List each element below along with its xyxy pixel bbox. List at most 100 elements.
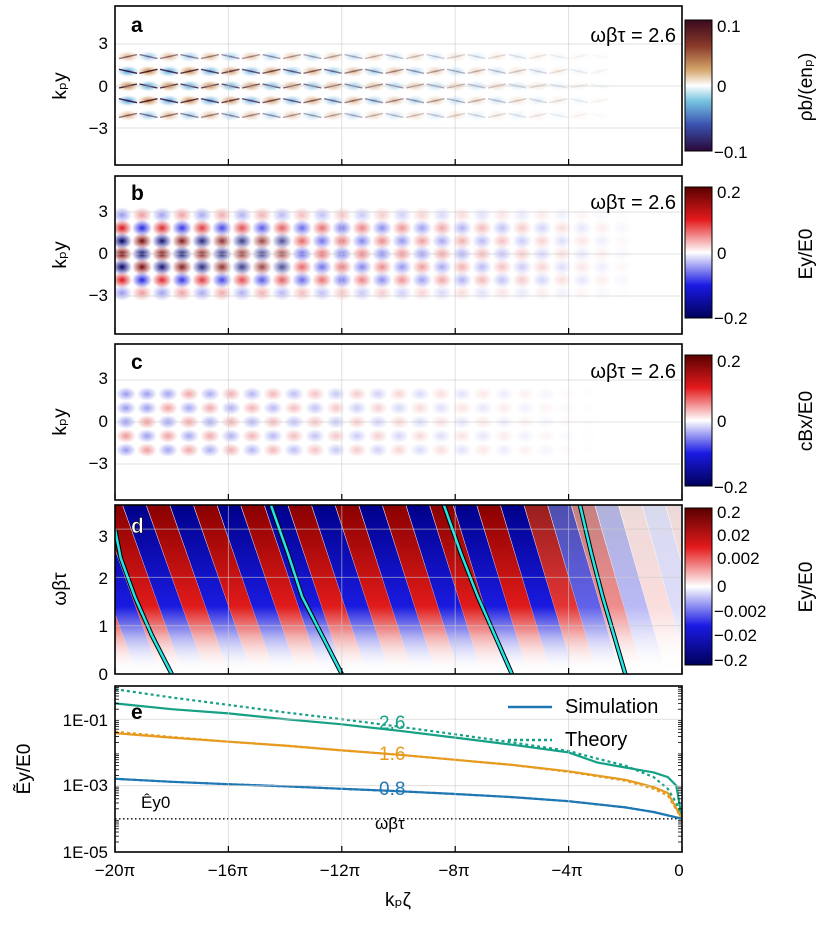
density-filament: [364, 53, 384, 60]
field-blob: [292, 233, 312, 249]
density-filament: [528, 68, 548, 74]
density-blob: [486, 51, 508, 63]
stripe: [122, 505, 207, 674]
density-blob: [445, 51, 467, 63]
density-filament: [282, 53, 302, 60]
field-blob: [472, 272, 492, 288]
field-blob: [412, 207, 432, 223]
density-filament: [323, 98, 343, 104]
field-blob: [232, 285, 252, 301]
field-blob: [392, 259, 412, 275]
field-blob: [305, 443, 325, 457]
field-blob: [152, 220, 172, 236]
density-blob: [158, 109, 180, 121]
field-blob: [221, 387, 241, 401]
density-blob: [506, 65, 529, 77]
density-filament: [241, 98, 261, 104]
curve-label-1-6: 1.6: [379, 744, 405, 765]
density-filament: [405, 53, 425, 60]
field-blob: [512, 285, 532, 301]
density-filament: [323, 68, 343, 74]
field-blob: [116, 387, 136, 401]
stripe: [115, 505, 184, 674]
field-blob: [492, 272, 512, 288]
x-axis-label: kₚζ: [385, 890, 412, 911]
cbar-d-label: Ey/E0: [796, 562, 817, 613]
cbar-b-tick: −0.2: [714, 309, 748, 328]
field-blob: [389, 387, 409, 401]
density-blob: [363, 95, 385, 107]
field-blob: [232, 233, 252, 249]
stripe: [217, 505, 299, 674]
xtick: 0: [674, 861, 683, 880]
field-blob: [472, 233, 492, 249]
density-filament: [385, 98, 404, 104]
field-blob: [192, 220, 212, 236]
density-blob: [568, 109, 590, 121]
field-blob: [252, 259, 272, 275]
field-blob: [263, 387, 283, 401]
density-filament: [487, 53, 507, 60]
density-blob: [424, 95, 447, 107]
plot-frame: [114, 175, 683, 335]
line-series: [115, 688, 682, 820]
field-blob: [132, 259, 152, 275]
density-filament: [426, 68, 445, 74]
time-label-b: ωβτ = 2.6: [590, 192, 676, 214]
density-filament: [180, 112, 199, 119]
field-blob: [572, 220, 592, 236]
density-filament: [221, 53, 240, 60]
ytick-d: 3: [99, 527, 108, 546]
ytick-c: 0: [99, 412, 108, 431]
panel-letter-b: b: [131, 182, 144, 205]
stripe: [335, 505, 414, 674]
density-filament: [139, 112, 158, 119]
field-blob: [392, 285, 412, 301]
field-blob: [242, 429, 262, 443]
field-blob: [532, 272, 552, 288]
field-blob: [452, 207, 472, 223]
panel-letter-a: a: [131, 14, 143, 37]
heatmap-cells: [115, 207, 612, 301]
field-blob: [352, 233, 372, 249]
ytick-d: 0: [99, 665, 108, 684]
colorbar-c: [684, 354, 713, 487]
ytick-d: 2: [99, 569, 108, 588]
field-blob: [392, 207, 412, 223]
density-filament: [508, 112, 527, 119]
stripe: [115, 614, 138, 674]
field-blob: [572, 233, 592, 249]
field-blob: [305, 429, 325, 443]
heatmap-cells: [117, 51, 611, 121]
field-blob: [432, 233, 452, 249]
field-blob: [326, 401, 346, 415]
density-filament: [262, 68, 281, 74]
field-blob: [536, 429, 556, 443]
field-blob: [212, 207, 232, 223]
field-blob: [392, 233, 412, 249]
density-blob: [342, 95, 365, 107]
field-blob: [512, 233, 532, 249]
density-filament: [139, 68, 158, 74]
field-blob: [292, 207, 312, 223]
xtick: −16π: [208, 861, 249, 880]
density-filament: [446, 112, 466, 119]
density-blob: [424, 51, 447, 63]
field-blob: [494, 443, 514, 457]
density-filament: [303, 112, 322, 119]
field-blob: [305, 401, 325, 415]
ytick-a: 3: [99, 34, 108, 53]
field-blob: [452, 259, 472, 275]
legend-theory: Theory: [565, 729, 627, 751]
field-blob: [536, 443, 556, 457]
density-filament: [569, 68, 589, 74]
stripe: [500, 505, 575, 674]
field-blob: [292, 259, 312, 275]
cbar-d-tick: 0.2: [717, 503, 741, 522]
field-blob: [410, 429, 430, 443]
field-blob: [115, 272, 132, 288]
field-blob: [152, 233, 172, 249]
field-blob: [578, 401, 598, 415]
density-filament: [241, 68, 261, 74]
density-filament: [323, 53, 343, 60]
